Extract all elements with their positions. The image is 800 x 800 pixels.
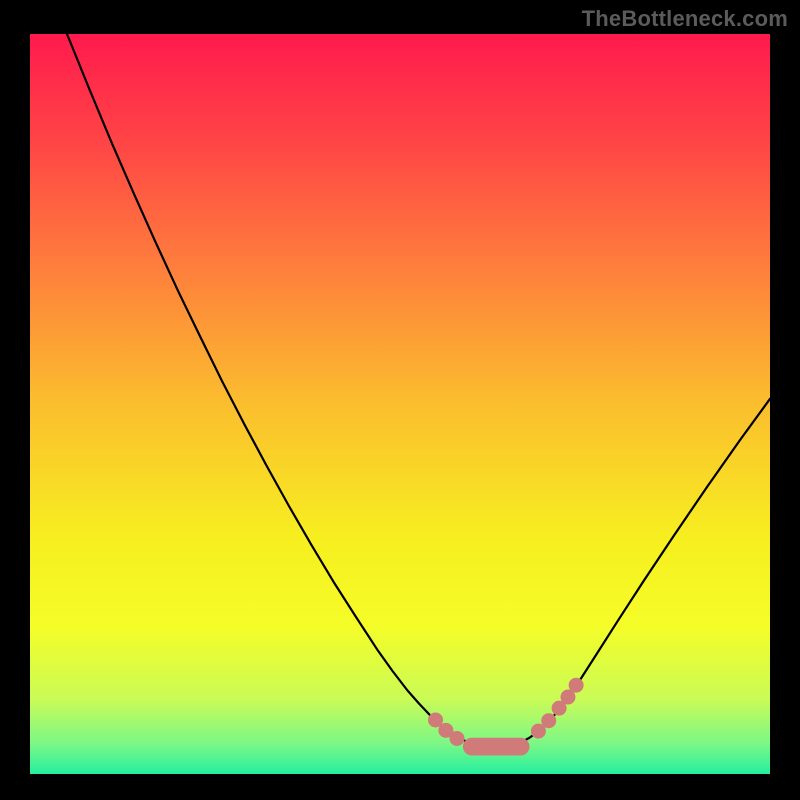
data-marker	[450, 731, 464, 745]
data-marker	[561, 690, 575, 704]
data-marker	[542, 714, 556, 728]
bottleneck-curve-chart	[0, 0, 800, 800]
data-marker	[531, 724, 545, 738]
attribution-text: TheBottleneck.com	[582, 6, 788, 32]
optimal-range-band	[463, 738, 530, 756]
gradient-background	[30, 34, 770, 774]
data-marker	[569, 678, 583, 692]
chart-container: TheBottleneck.com	[0, 0, 800, 800]
data-marker	[429, 713, 443, 727]
